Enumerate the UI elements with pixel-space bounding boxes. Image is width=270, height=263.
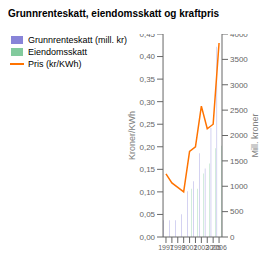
svg-text:0,05: 0,05 (139, 210, 155, 219)
svg-text:0,25: 0,25 (139, 120, 155, 129)
html-text:Eiendomsskatt: Eiendomsskatt (28, 47, 87, 57)
svg-text:500: 500 (230, 207, 244, 216)
svg-text:0,00: 0,00 (139, 233, 155, 242)
svg-text:Mill. kroner: Mill. kroner (250, 113, 260, 157)
svg-text:1999: 1999 (170, 244, 186, 251)
svg-text:4000: 4000 (230, 34, 248, 39)
svg-text:2500: 2500 (230, 106, 248, 115)
svg-text:0,35: 0,35 (139, 75, 155, 84)
svg-text:Kroner/KWh: Kroner/KWh (127, 111, 137, 160)
svg-text:3500: 3500 (230, 55, 248, 64)
svg-text:2001: 2001 (181, 244, 198, 251)
svg-text:2000: 2000 (230, 131, 248, 140)
svg-text:0,10: 0,10 (139, 188, 155, 197)
svg-text:1997: 1997 (158, 244, 174, 251)
svg-text:0: 0 (230, 233, 235, 242)
html-text:Pris (kr/KWh): Pris (kr/KWh) (28, 59, 82, 69)
svg-text:2003: 2003 (193, 244, 210, 251)
svg-text:1000: 1000 (230, 182, 248, 191)
svg-text:0,40: 0,40 (139, 52, 155, 61)
svg-text:0,15: 0,15 (139, 165, 155, 174)
html-text:Grunnrenteskatt, eiendomsskatt: Grunnrenteskatt, eiendomsskatt og kraftp… (8, 8, 220, 19)
html-text:Grunnrenteskatt (mill. kr): Grunnrenteskatt (mill. kr) (28, 35, 127, 45)
svg-text:0,45: 0,45 (139, 34, 155, 39)
svg-text:1500: 1500 (230, 157, 248, 166)
svg-text:3000: 3000 (230, 81, 248, 90)
svg-text:0,20: 0,20 (139, 143, 155, 152)
svg-text:2006: 2006 (211, 244, 227, 251)
svg-text:0,30: 0,30 (139, 98, 155, 107)
